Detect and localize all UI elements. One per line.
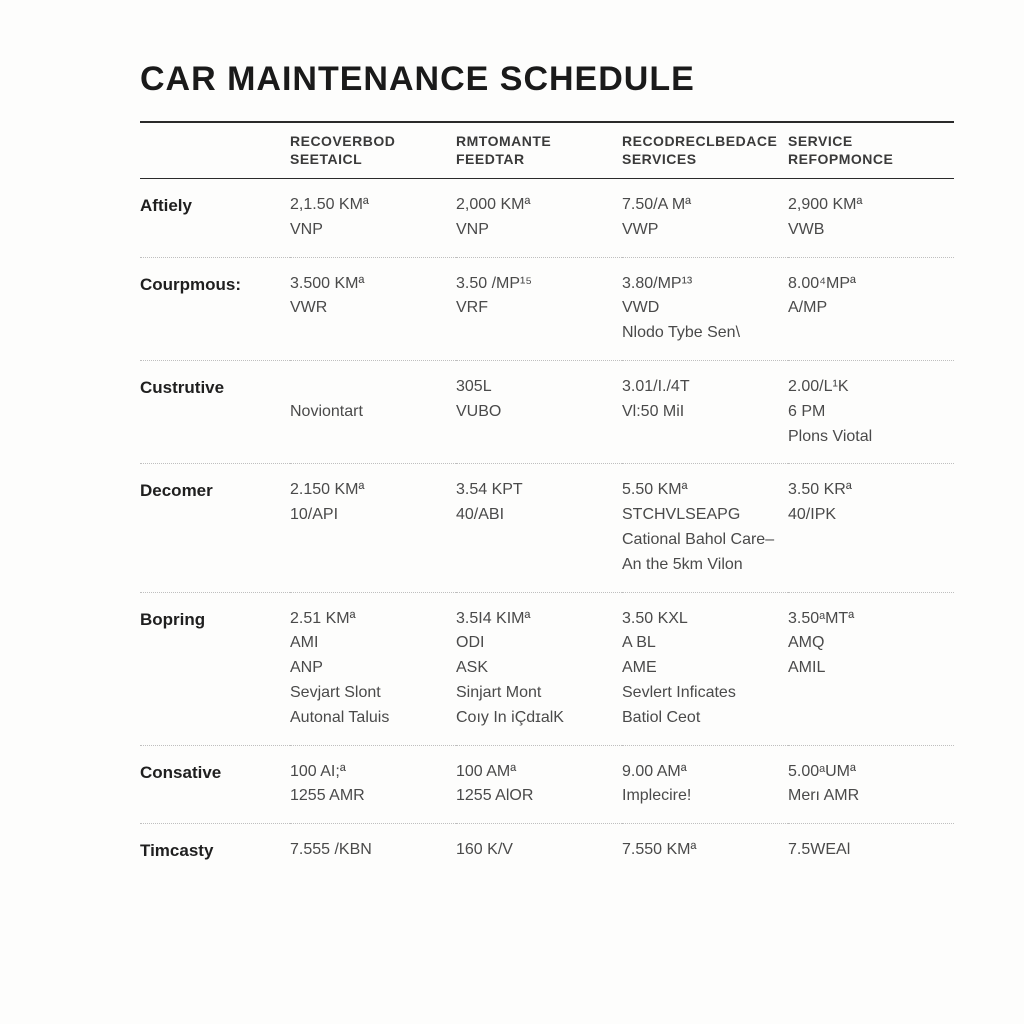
row-head: Decomer bbox=[140, 464, 290, 592]
cell: 7.5WEAl bbox=[788, 824, 954, 879]
table-row: Timcasty 7.555 /KBN 160 K/V 7.550 KMª 7.… bbox=[140, 824, 954, 879]
cell: Noviontart bbox=[290, 360, 456, 463]
cell: 3.50 KXL A BL AME Sevlert Inficates Bati… bbox=[622, 592, 788, 745]
cell: 5.00ᵃUMª Merı AMR bbox=[788, 745, 954, 824]
col-2-header: RMTOMANTE FEEDTAR bbox=[456, 122, 622, 179]
table-row: Decomer 2.150 KMª 10/API 3.54 KPT 40/ABI… bbox=[140, 464, 954, 592]
schedule-table: RECOVERBOD SEETAICL RMTOMANTE FEEDTAR RE… bbox=[140, 121, 954, 878]
row-head: Timcasty bbox=[140, 824, 290, 879]
table-row: Courpmous: 3.500 KMª VWR 3.50 /MP¹⁵ VRF … bbox=[140, 257, 954, 360]
cell: 2,900 KMª VWB bbox=[788, 179, 954, 258]
table-row: Bopring 2.51 KMª AMI ANP Sevjart Slont A… bbox=[140, 592, 954, 745]
row-head: Consative bbox=[140, 745, 290, 824]
col-4-header: SERVICE REFOPMONCE bbox=[788, 122, 954, 179]
row-head: Bopring bbox=[140, 592, 290, 745]
cell: 3.500 KMª VWR bbox=[290, 257, 456, 360]
page-title: CAR MAINTENANCE SCHEDULE bbox=[140, 60, 954, 99]
table-row: Aftiely 2,1.50 KMª VNP 2,000 KMª VNP 7.5… bbox=[140, 179, 954, 258]
cell: 2,1.50 KMª VNP bbox=[290, 179, 456, 258]
cell: 305L VUBO bbox=[456, 360, 622, 463]
cell: 8.00⁴MPª A/MP bbox=[788, 257, 954, 360]
col-3-header: RECODRECLBEDACE SERVICES bbox=[622, 122, 788, 179]
cell: 160 K/V bbox=[456, 824, 622, 879]
cell: 7.550 KMª bbox=[622, 824, 788, 879]
cell: 3.50 /MP¹⁵ VRF bbox=[456, 257, 622, 360]
cell: 9.00 AMª Implecire! bbox=[622, 745, 788, 824]
cell: 2.00/L¹K 6 PM Plons Viotal bbox=[788, 360, 954, 463]
col-0-header bbox=[140, 122, 290, 179]
cell: 3.50ᵃMTª AMQ AMIL bbox=[788, 592, 954, 745]
cell: 5.50 KMª STCHVLSEAPG Cational Bahol Care… bbox=[622, 464, 788, 592]
cell: 2.150 KMª 10/API bbox=[290, 464, 456, 592]
cell: 3.80/MP¹³ VWD Nlodo Tybe Sen\ bbox=[622, 257, 788, 360]
row-head: Aftiely bbox=[140, 179, 290, 258]
cell: 3.5I4 KIMª ODI ASK Sinjart Mont Coıy In … bbox=[456, 592, 622, 745]
cell: 3.50 KRª 40/IPK bbox=[788, 464, 954, 592]
cell: 2,000 KMª VNP bbox=[456, 179, 622, 258]
cell: 3.01/I./4T Vl:50 MiI bbox=[622, 360, 788, 463]
cell: 3.54 KPT 40/ABI bbox=[456, 464, 622, 592]
cell: 2.51 KMª AMI ANP Sevjart Slont Autonal T… bbox=[290, 592, 456, 745]
table-row: Consative 100 AI;ª 1255 AMR 100 AMª 1255… bbox=[140, 745, 954, 824]
col-1-header: RECOVERBOD SEETAICL bbox=[290, 122, 456, 179]
row-head: Courpmous: bbox=[140, 257, 290, 360]
cell: 7.555 /KBN bbox=[290, 824, 456, 879]
header-row: RECOVERBOD SEETAICL RMTOMANTE FEEDTAR RE… bbox=[140, 122, 954, 179]
cell: 7.50/A Mª VWP bbox=[622, 179, 788, 258]
table-row: Custrutive Noviontart 305L VUBO 3.01/I./… bbox=[140, 360, 954, 463]
cell: 100 AI;ª 1255 AMR bbox=[290, 745, 456, 824]
cell: 100 AMª 1255 AlOR bbox=[456, 745, 622, 824]
table-body: Aftiely 2,1.50 KMª VNP 2,000 KMª VNP 7.5… bbox=[140, 179, 954, 879]
row-head: Custrutive bbox=[140, 360, 290, 463]
